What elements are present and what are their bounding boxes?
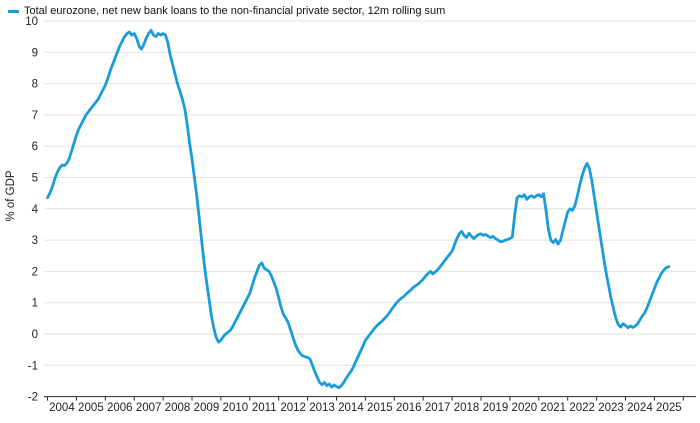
x-tick-label-2004: 2004 — [49, 402, 75, 414]
x-tick-label-2021: 2021 — [540, 402, 566, 414]
y-tick-label--2: -2 — [28, 392, 38, 404]
legend: Total eurozone, net new bank loans to th… — [8, 5, 445, 17]
x-tick-label-2015: 2015 — [367, 402, 393, 414]
x-tick-label-2005: 2005 — [78, 402, 104, 414]
y-tick-label-5: 5 — [32, 173, 38, 185]
x-tick-label-2018: 2018 — [454, 402, 480, 414]
y-tick-label-0: 0 — [32, 329, 38, 341]
x-tick-label-2012: 2012 — [280, 402, 306, 414]
y-tick-label-3: 3 — [32, 235, 38, 247]
x-tick-label-2011: 2011 — [252, 402, 277, 414]
x-tick-label-2024: 2024 — [627, 402, 653, 414]
legend-label: Total eurozone, net new bank loans to th… — [24, 5, 446, 17]
x-tick-label-2014: 2014 — [338, 402, 364, 414]
y-tick-label-7: 7 — [32, 110, 38, 122]
x-tick-label-2019: 2019 — [483, 402, 509, 414]
y-tick-label--1: -1 — [28, 360, 38, 372]
x-tick-label-2020: 2020 — [512, 402, 538, 414]
x-tick-label-2017: 2017 — [425, 402, 451, 414]
x-tick-label-2010: 2010 — [223, 402, 249, 414]
x-tick-label-2016: 2016 — [396, 402, 422, 414]
y-tick-label-6: 6 — [32, 141, 38, 153]
y-axis-title: % of GDP — [5, 170, 17, 222]
x-tick-label-2023: 2023 — [598, 402, 624, 414]
y-tick-label-9: 9 — [32, 47, 38, 59]
x-tick-label-2025: 2025 — [656, 402, 682, 414]
y-tick-label-4: 4 — [32, 204, 39, 216]
legend-line-marker-icon — [8, 9, 19, 13]
x-tick-label-2022: 2022 — [569, 402, 595, 414]
data-line-net-new-bank-loans — [46, 29, 671, 390]
x-tick-label-2006: 2006 — [107, 402, 133, 414]
x-tick-label-2013: 2013 — [309, 402, 335, 414]
y-tick-label-8: 8 — [32, 79, 38, 91]
x-tick-label-2007: 2007 — [136, 402, 162, 414]
y-tick-label-10: 10 — [25, 16, 38, 28]
x-tick-label-2008: 2008 — [165, 402, 191, 414]
x-tick-label-2009: 2009 — [194, 402, 220, 414]
y-tick-label-2: 2 — [32, 266, 38, 278]
y-tick-label-1: 1 — [32, 298, 38, 310]
